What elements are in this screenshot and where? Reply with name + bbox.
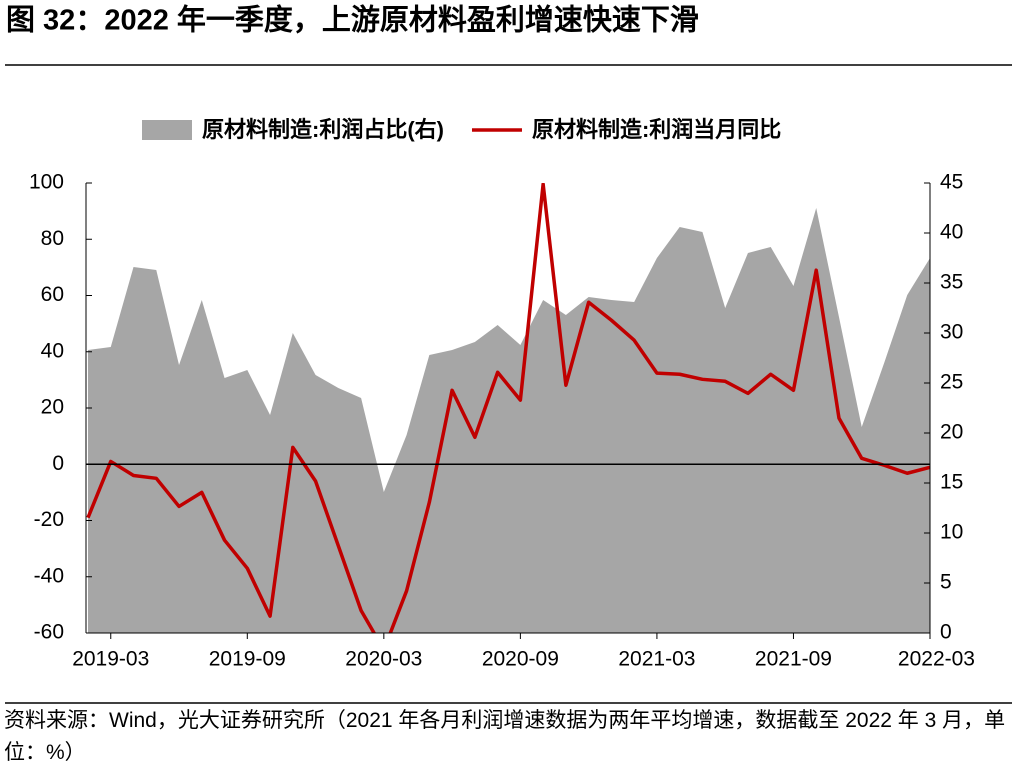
x-tick-label: 2019-09 [209, 648, 286, 671]
y-tick-label: 80 [41, 227, 64, 250]
y2-tick-label: 10 [940, 521, 963, 544]
source-note: 资料来源：Wind，光大证券研究所（2021 年各月利润增速数据为两年平均增速，… [4, 709, 1006, 764]
y2-tick-label: 25 [940, 371, 963, 394]
legend-label: 原材料制造:利润当月同比 [532, 117, 781, 142]
plot-area [86, 183, 931, 633]
x-tick-label: 2021-03 [618, 648, 695, 671]
y2-tick-label: 5 [940, 571, 952, 594]
y-tick-label: 40 [41, 339, 64, 362]
x-tick-label: 2020-09 [482, 648, 559, 671]
y-tick-label: -40 [34, 564, 64, 587]
x-tick-label: 2021-09 [755, 648, 832, 671]
x-tick-label: 2020-03 [345, 648, 422, 671]
legend-swatch [142, 120, 192, 140]
y-tick-label: 0 [52, 452, 64, 475]
line [86, 183, 931, 633]
y-tick-label: -20 [34, 508, 64, 531]
y2-tick-label: 0 [940, 621, 952, 644]
x-tick-label: 2019-03 [72, 648, 149, 671]
y2-tick-label: 35 [940, 271, 963, 294]
y2-tick-label: 40 [940, 221, 963, 244]
y2-tick-label: 45 [940, 171, 963, 194]
y2-tick-label: 15 [940, 471, 963, 494]
y2-tick-label: 20 [940, 421, 963, 444]
y-tick-label: 60 [41, 283, 64, 306]
x-tick-label: 2022-03 [898, 648, 975, 671]
y-tick-label: 100 [29, 171, 64, 194]
chart-title: 图 32：2022 年一季度，上游原材料盈利增速快速下滑 [6, 3, 699, 37]
area [88, 208, 930, 633]
legend-label: 原材料制造:利润占比(右) [202, 117, 444, 142]
y2-tick-label: 30 [940, 321, 963, 344]
y-tick-label: -60 [34, 621, 64, 644]
y-tick-label: 20 [41, 396, 64, 419]
